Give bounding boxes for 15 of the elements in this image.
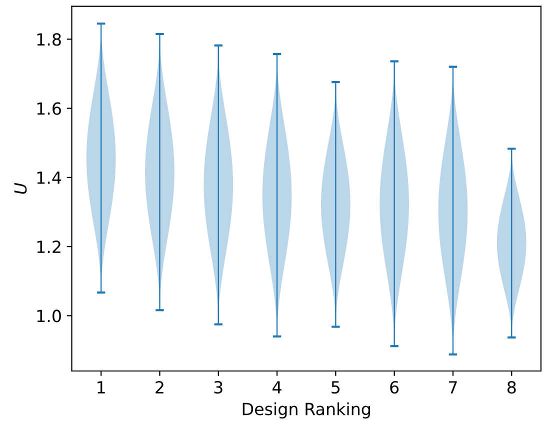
x-tick-label: 2 — [156, 381, 164, 394]
y-tick-label: 1.2 — [37, 240, 60, 253]
y-tick-label: 1.0 — [37, 310, 61, 322]
y-axis-title: U — [14, 182, 27, 194]
x-tick-label: 4 — [272, 381, 282, 394]
y-tick-label: 1.8 — [37, 33, 61, 46]
x-tick-label: 1 — [98, 381, 105, 394]
y-tick-label: 1.6 — [37, 102, 61, 115]
x-tick-label: 5 — [332, 381, 340, 394]
x-tick-label: 8 — [507, 381, 516, 394]
x-tick-label: 6 — [390, 381, 399, 394]
y-tick-label: 1.4 — [37, 172, 62, 184]
x-tick-label: 3 — [214, 381, 222, 394]
x-tick-label: 7 — [449, 381, 457, 394]
x-axis-title: Design Ranking — [242, 402, 370, 419]
